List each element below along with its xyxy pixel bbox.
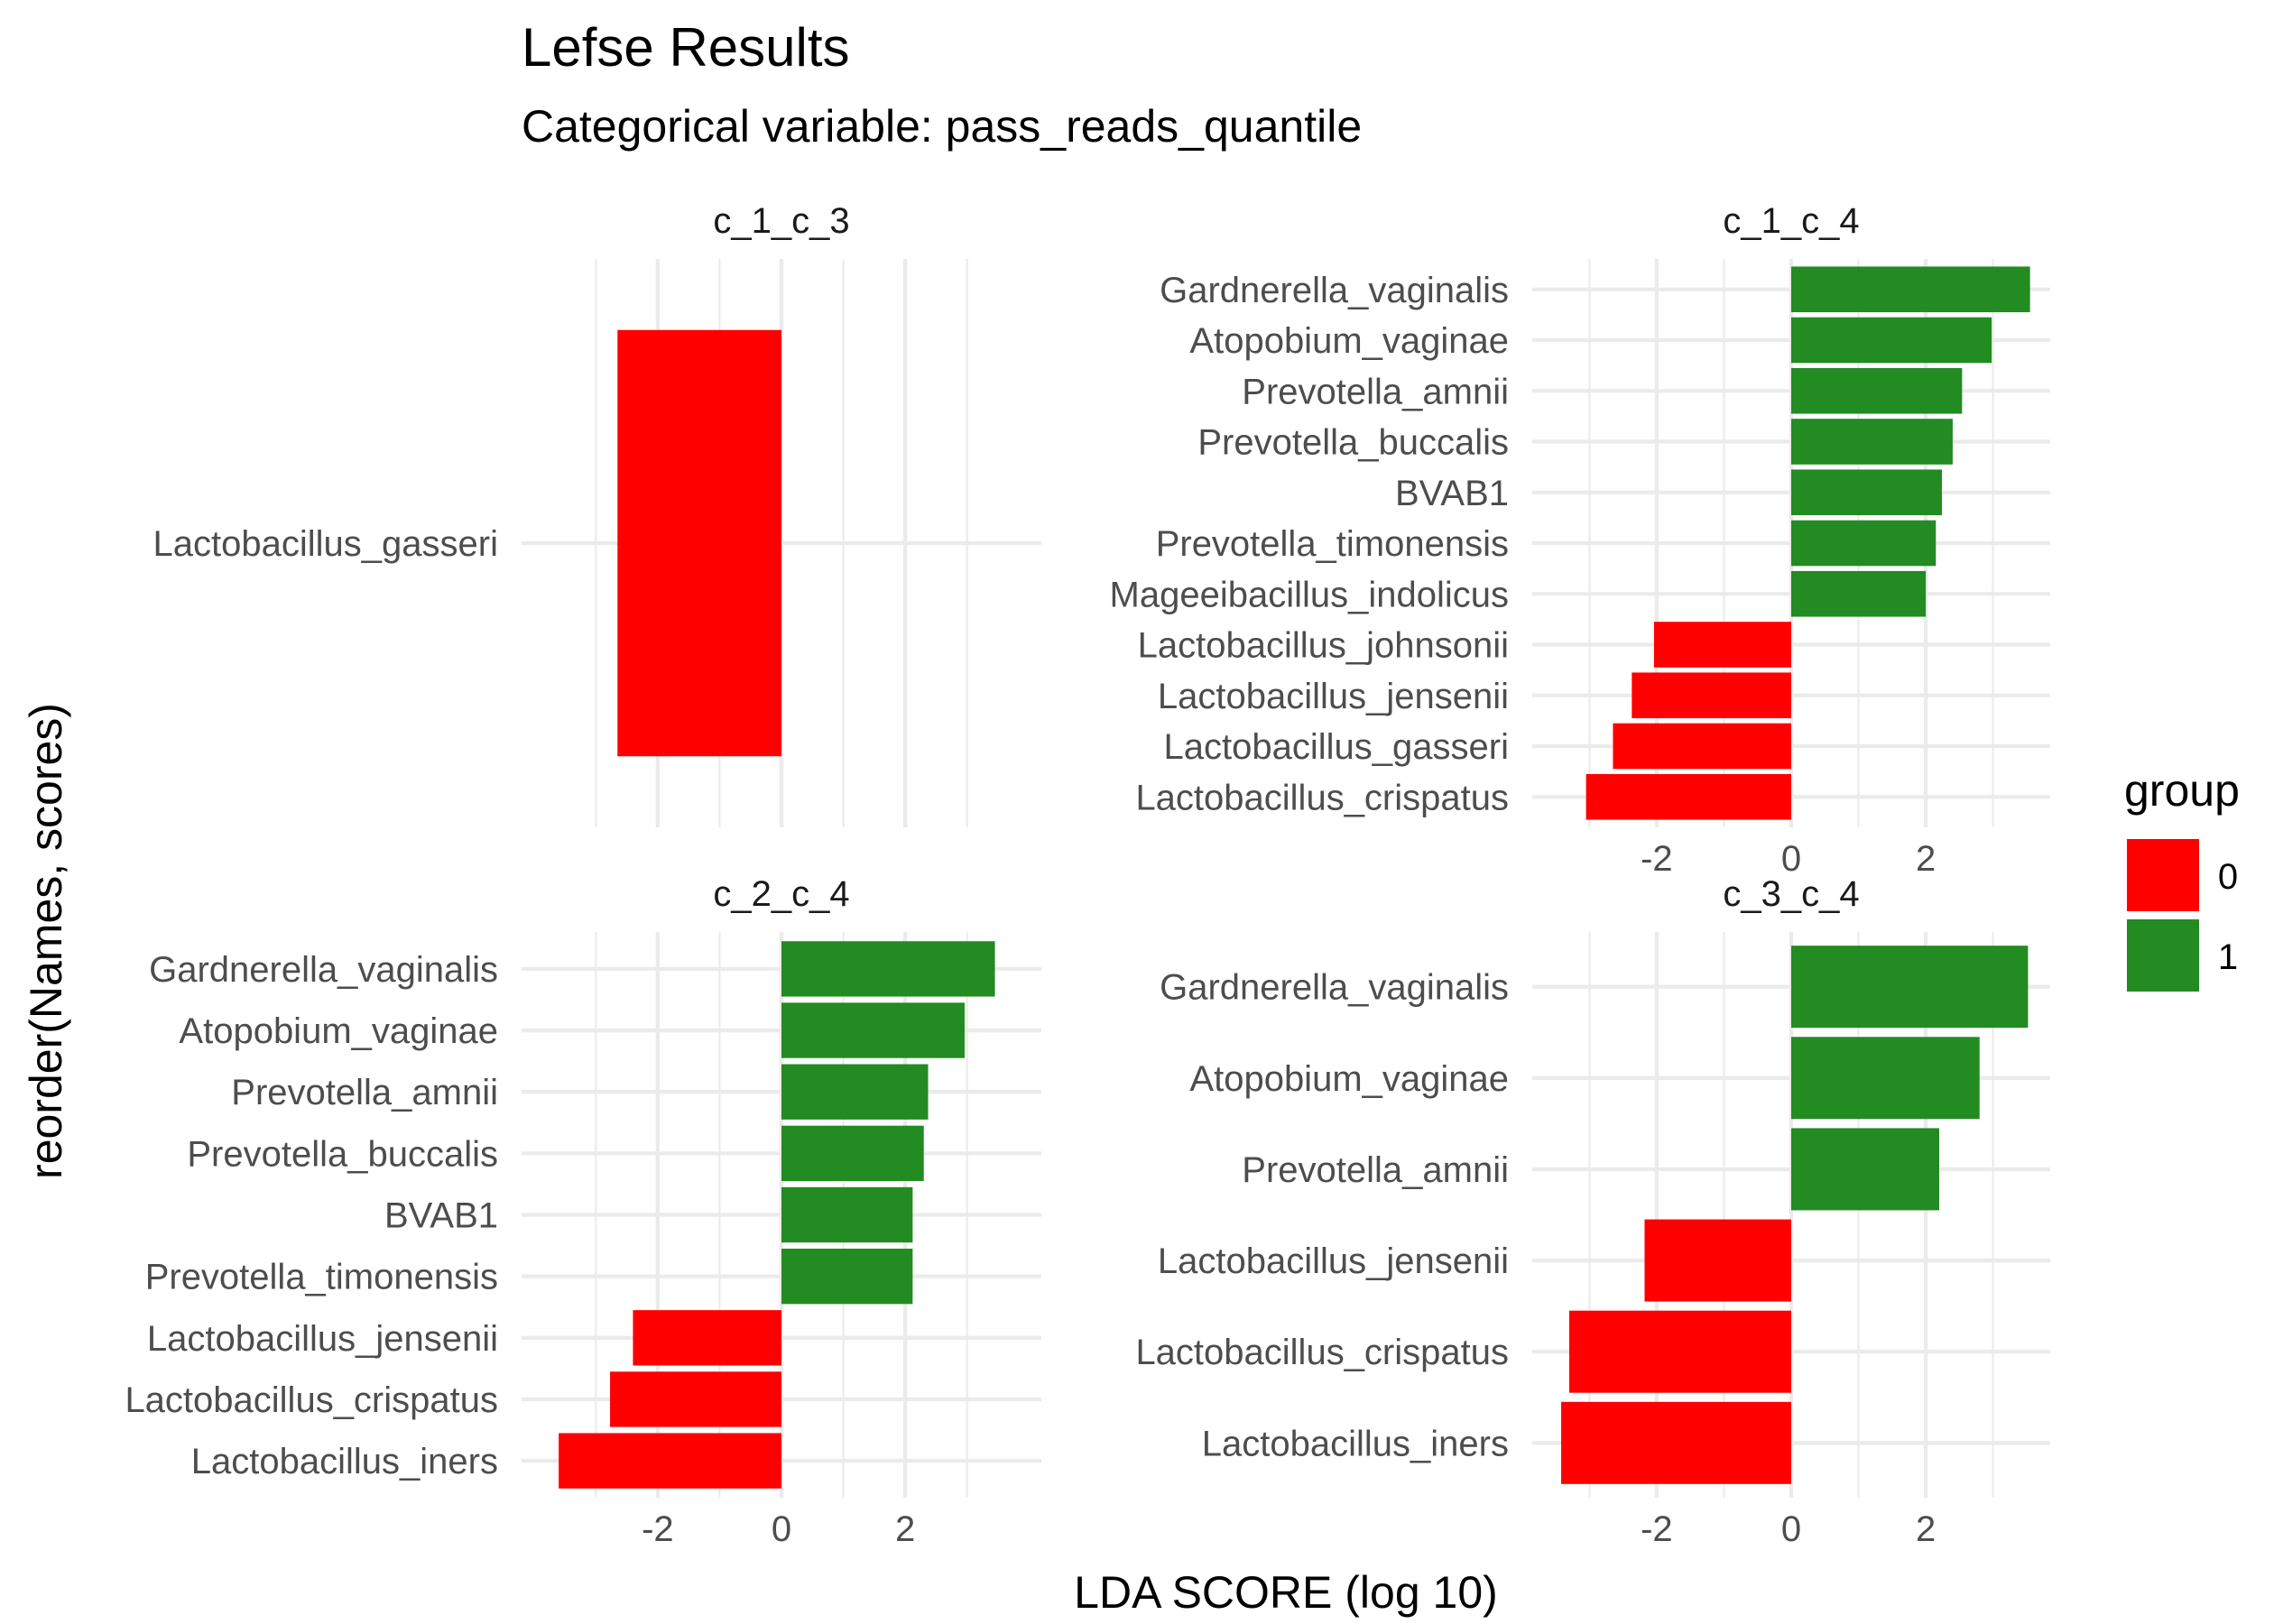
x-tick-label: 2 — [1916, 1509, 1936, 1549]
y-tick-label: Prevotella_amnii — [1242, 1150, 1509, 1190]
y-tick-label: Lactobacillus_gasseri — [1164, 727, 1509, 767]
y-tick-label: Prevotella_timonensis — [145, 1258, 498, 1297]
facet-strip-label: c_1_c_3 — [713, 201, 849, 241]
y-tick-label: Lactobacillus_jensenii — [147, 1319, 498, 1359]
y-tick-label: BVAB1 — [384, 1196, 498, 1236]
bar-Atopobium_vaginae — [1791, 317, 1992, 364]
y-tick-label: Lactobacillus_johnsonii — [1138, 626, 1509, 666]
x-tick-label: 2 — [1916, 839, 1936, 879]
y-tick-label: Mageeibacillus_indolicus — [1110, 575, 1509, 614]
x-tick-label: -2 — [642, 1509, 674, 1549]
facet-strip-label: c_3_c_4 — [1723, 874, 1859, 914]
bar-Gardnerella_vaginalis — [781, 941, 995, 997]
bar-Mageeibacillus_indolicus — [1791, 570, 1927, 617]
legend-key-0 — [2127, 839, 2199, 911]
bar-Lactobacillus_jensenii — [1632, 672, 1791, 719]
bar-Prevotella_buccalis — [1791, 419, 1953, 465]
y-tick-label: Prevotella_amnii — [231, 1073, 498, 1112]
x-tick-label: 0 — [1781, 839, 1801, 879]
legend-key-1 — [2127, 919, 2199, 992]
x-tick-label: 2 — [895, 1509, 915, 1549]
y-tick-label: Prevotella_amnii — [1242, 372, 1509, 411]
bar-Lactobacillus_iners — [1561, 1401, 1791, 1484]
x-tick-label: 0 — [1781, 1509, 1801, 1549]
bar-Atopobium_vaginae — [1791, 1037, 1980, 1120]
bar-Prevotella_amnii — [1791, 367, 1963, 414]
bar-Lactobacillus_jensenii — [633, 1310, 781, 1366]
bar-Lactobacillus_gasseri — [1613, 723, 1791, 770]
facet-panel-c_1_c_3: c_1_c_3 Lactobacillus_gasseri — [153, 201, 1041, 827]
bar-Lactobacillus_crispatus — [1585, 773, 1791, 820]
bar-Lactobacillus_crispatus — [610, 1371, 781, 1427]
bar-Lactobacillus_iners — [559, 1433, 781, 1489]
bar-Prevotella_amnii — [781, 1064, 929, 1120]
facet-panel-c_2_c_4: c_2_c_4 Lactobacillus_iners Lactobacillus_… — [125, 874, 1041, 1549]
y-tick-label: Lactobacillus_jensenii — [1158, 677, 1509, 716]
y-tick-label: Gardnerella_vaginalis — [149, 950, 498, 990]
y-tick-label: Gardnerella_vaginalis — [1160, 968, 1509, 1008]
facet-panel-c_3_c_4: c_3_c_4 Lactobacillus_iners Lactobacillus_… — [1135, 874, 2050, 1549]
bar-Prevotella_amnii — [1791, 1128, 1939, 1211]
y-tick-label: Atopobium_vaginae — [1189, 1059, 1509, 1099]
x-tick-label: -2 — [1641, 839, 1673, 879]
legend-label-1: 1 — [2218, 937, 2238, 977]
y-tick-label: Gardnerella_vaginalis — [1160, 271, 1509, 310]
facet-strip-label: c_2_c_4 — [713, 874, 849, 914]
legend-label-0: 0 — [2218, 857, 2238, 897]
facet-panels: c_1_c_3 Lactobacillus_gasseri c_1_c_4 Lacto… — [125, 201, 2050, 1549]
bar-BVAB1 — [781, 1186, 913, 1243]
y-tick-label: Atopobium_vaginae — [179, 1011, 498, 1051]
y-tick-label: Atopobium_vaginae — [1189, 321, 1509, 361]
y-tick-label: Lactobacillus_iners — [1202, 1424, 1509, 1463]
x-tick-label: -2 — [1641, 1509, 1673, 1549]
legend-title: group — [2124, 765, 2240, 816]
y-tick-label: BVAB1 — [1395, 474, 1509, 513]
y-tick-label: Lactobacillus_crispatus — [1135, 778, 1509, 817]
y-tick-label: Prevotella_buccalis — [187, 1134, 498, 1174]
y-tick-label: Lactobacillus_iners — [191, 1442, 498, 1481]
y-tick-label: Lactobacillus_crispatus — [1135, 1333, 1509, 1372]
x-tick-label: 0 — [772, 1509, 791, 1549]
facet-strip-label: c_1_c_4 — [1723, 201, 1859, 241]
legend: group 0 1 — [2124, 765, 2240, 992]
bar-Prevotella_timonensis — [781, 1248, 913, 1305]
bar-Atopobium_vaginae — [781, 1002, 965, 1058]
bar-Prevotella_timonensis — [1791, 520, 1937, 567]
bar-Gardnerella_vaginalis — [1791, 946, 2029, 1029]
bar-Lactobacillus_gasseri — [617, 329, 781, 757]
y-axis-title: reorder(Names, scores) — [21, 703, 71, 1179]
y-tick-label: Prevotella_buccalis — [1197, 423, 1509, 463]
facet-panel-c_1_c_4: c_1_c_4 Lactobacillus_crispatus Lactobacil… — [1110, 201, 2050, 879]
chart-title: Lefse Results — [522, 17, 850, 78]
bar-Gardnerella_vaginalis — [1791, 266, 2030, 313]
y-tick-label: Lactobacillus_crispatus — [125, 1380, 498, 1420]
bar-Lactobacillus_jensenii — [1644, 1219, 1791, 1302]
bar-Lactobacillus_johnsonii — [1653, 622, 1791, 668]
y-tick-label: Prevotella_timonensis — [1156, 524, 1509, 564]
chart-subtitle: Categorical variable: pass_reads_quantil… — [522, 101, 1362, 152]
bar-Prevotella_buccalis — [781, 1125, 924, 1182]
bar-Lactobacillus_crispatus — [1569, 1310, 1791, 1393]
x-axis-title: LDA SCORE (log 10) — [1074, 1567, 1498, 1618]
bar-BVAB1 — [1791, 469, 1942, 516]
y-tick-label: Lactobacillus_gasseri — [153, 524, 498, 564]
y-tick-label: Lactobacillus_jensenii — [1158, 1241, 1509, 1281]
